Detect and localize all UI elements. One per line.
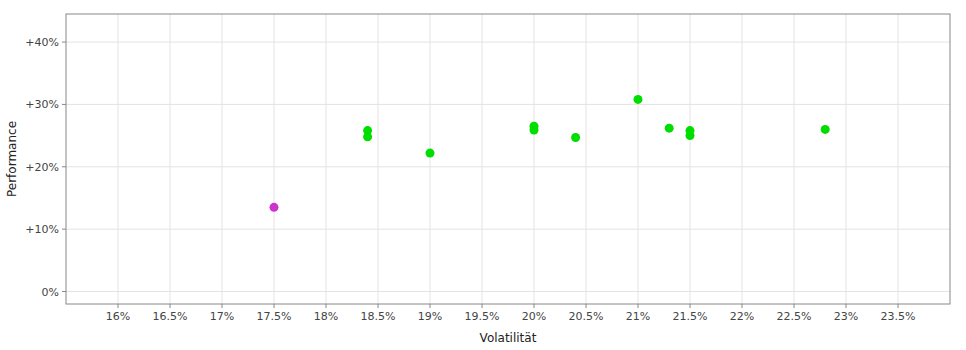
- grid: [66, 14, 950, 304]
- tick-x: [794, 304, 795, 308]
- tick-label-y: +30%: [25, 98, 59, 111]
- tick-y: [62, 291, 66, 292]
- grid-line-x: [170, 14, 171, 304]
- grid-line-x: [898, 14, 899, 304]
- point: [530, 126, 539, 135]
- tick-x: [170, 304, 171, 308]
- tick-label-x: 19.5%: [465, 310, 500, 323]
- tick-label-x: 18%: [314, 310, 338, 323]
- point: [665, 124, 674, 133]
- tick-label-x: 23.5%: [881, 310, 916, 323]
- tick-label-x: 22.5%: [777, 310, 812, 323]
- grid-line-x: [378, 14, 379, 304]
- marks: [270, 95, 830, 212]
- point: [634, 95, 643, 104]
- axis-label-x: Volatilität: [480, 331, 537, 345]
- tick-y: [62, 166, 66, 167]
- axes: 16% 16.5% 17% 17.5% 18% 18.5% 19% 19.5% 20% 20.5%…: [25, 14, 950, 323]
- tick-y: [62, 229, 66, 230]
- chart: 16% 16.5% 17% 17.5% 18% 18.5% 19% 19.5% 20% 20.5%…: [0, 0, 966, 350]
- grid-line-y: [66, 291, 950, 292]
- tick-label-x: 20.5%: [569, 310, 604, 323]
- tick-label-x: 18.5%: [361, 310, 396, 323]
- tick-label-x: 21%: [626, 310, 650, 323]
- grid-line-x: [222, 14, 223, 304]
- point: [571, 133, 580, 142]
- point: [686, 131, 695, 140]
- tick-x: [482, 304, 483, 308]
- point: [270, 203, 279, 212]
- tick-label-y: 0%: [42, 286, 59, 299]
- tick-x: [690, 304, 691, 308]
- point: [426, 149, 435, 158]
- tick-label-x: 22%: [730, 310, 754, 323]
- tick-x: [430, 304, 431, 308]
- tick-x: [534, 304, 535, 308]
- plot-area: [66, 14, 950, 304]
- series: [270, 203, 279, 212]
- grid-line-x: [482, 14, 483, 304]
- grid-line-y: [66, 229, 950, 230]
- tick-x: [274, 304, 275, 308]
- tick-x: [898, 304, 899, 308]
- tick-x: [326, 304, 327, 308]
- tick-label-x: 16.5%: [153, 310, 188, 323]
- tick-label-x: 17.5%: [257, 310, 292, 323]
- axis-label-y: Performance: [5, 121, 19, 197]
- tick-x: [118, 304, 119, 308]
- tick-x: [222, 304, 223, 308]
- grid-line-x: [638, 14, 639, 304]
- grid-line-y: [66, 42, 950, 43]
- tick-x: [378, 304, 379, 308]
- tick-y: [62, 42, 66, 43]
- tick-x: [586, 304, 587, 308]
- tick-label-y: +10%: [25, 223, 59, 236]
- grid-line-x: [326, 14, 327, 304]
- tick-label-y: +20%: [25, 161, 59, 174]
- grid-line-x: [274, 14, 275, 304]
- tick-label-x: 20%: [522, 310, 546, 323]
- tick-x: [638, 304, 639, 308]
- point: [363, 132, 372, 141]
- tick-label-x: 23%: [834, 310, 858, 323]
- tick-y: [62, 104, 66, 105]
- grid-line-x: [118, 14, 119, 304]
- point: [821, 125, 830, 134]
- tick-label-x: 17%: [210, 310, 234, 323]
- grid-line-x: [846, 14, 847, 304]
- grid-line-x: [690, 14, 691, 304]
- series: [363, 95, 830, 158]
- grid-line-x: [586, 14, 587, 304]
- tick-label-x: 21.5%: [673, 310, 708, 323]
- tick-label-y: +40%: [25, 36, 59, 49]
- grid-line-x: [794, 14, 795, 304]
- tick-label-x: 16%: [106, 310, 130, 323]
- tick-x: [742, 304, 743, 308]
- grid-line-y: [66, 166, 950, 167]
- plot-frame: [66, 14, 950, 304]
- grid-line-y: [66, 104, 950, 105]
- tick-x: [846, 304, 847, 308]
- grid-line-x: [430, 14, 431, 304]
- grid-line-x: [742, 14, 743, 304]
- tick-label-x: 19%: [418, 310, 442, 323]
- grid-line-x: [534, 14, 535, 304]
